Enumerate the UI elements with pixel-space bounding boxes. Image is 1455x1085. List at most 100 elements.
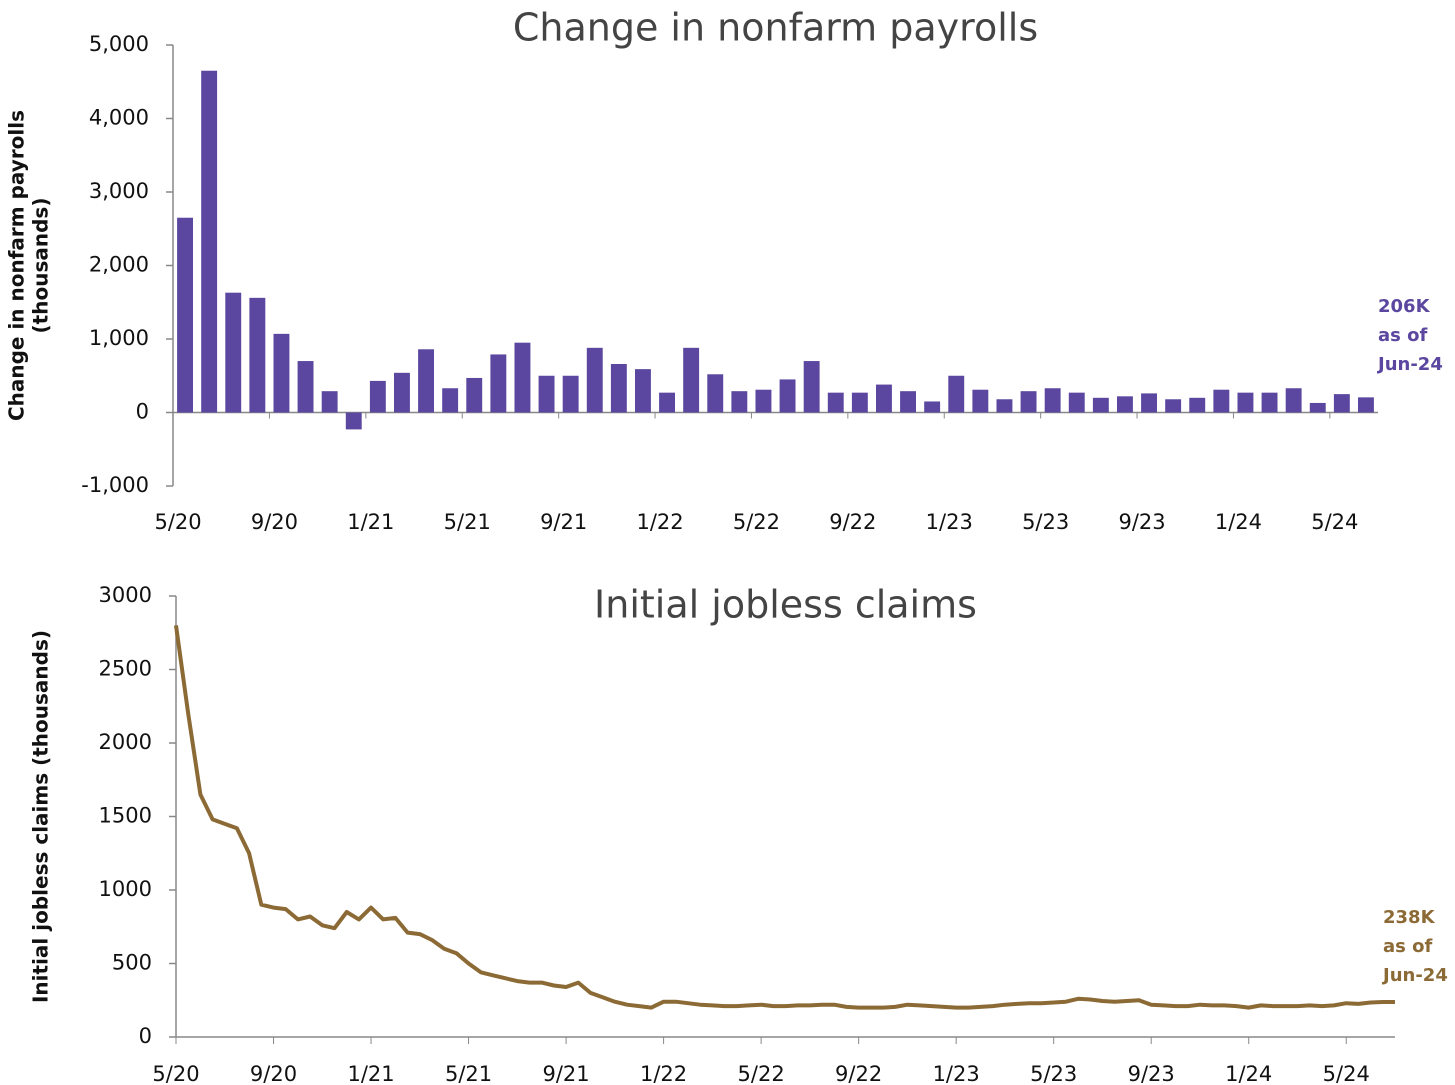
annotation: as of: [1383, 936, 1432, 957]
bar: [707, 374, 724, 413]
x-tick-label: 9/22: [829, 510, 876, 534]
bar: [1044, 388, 1061, 413]
y-tick-label: 2000: [99, 730, 152, 754]
bar: [875, 384, 892, 413]
x-tick-label: 9/23: [1128, 1062, 1175, 1085]
x-tick-label: 9/20: [251, 510, 298, 534]
bar: [466, 377, 483, 413]
x-tick-label: 5/23: [1030, 1062, 1077, 1085]
bar: [393, 372, 410, 413]
bar: [273, 333, 290, 413]
bar: [586, 347, 603, 413]
bar: [297, 361, 314, 413]
bar: [634, 369, 651, 413]
bar: [345, 412, 362, 430]
y-tick-label: 3,000: [89, 179, 149, 203]
bar: [779, 379, 796, 413]
bar: [201, 70, 218, 413]
bar: [1357, 397, 1374, 413]
bar: [1189, 397, 1206, 413]
bar: [442, 388, 459, 413]
x-tick-label: 1/22: [636, 510, 683, 534]
x-tick-label: 5/24: [1323, 1062, 1370, 1085]
bar: [996, 399, 1013, 413]
x-tick-label: 1/24: [1215, 510, 1262, 534]
x-tick-label: 5/24: [1311, 510, 1358, 534]
bar: [321, 391, 338, 413]
y-tick-label: 1000: [99, 877, 152, 901]
bar: [1165, 399, 1182, 413]
x-tick-label: 9/23: [1118, 510, 1165, 534]
bar: [1237, 392, 1254, 413]
y-tick-label: 500: [112, 951, 152, 975]
y-tick-label: 1500: [99, 804, 152, 828]
bar: [225, 292, 242, 413]
y-tick-label: 0: [136, 400, 149, 424]
x-tick-label: 5/22: [733, 510, 780, 534]
bar: [538, 375, 555, 413]
x-tick-label: 1/22: [640, 1062, 687, 1085]
y-tick-label: 5,000: [89, 32, 149, 56]
annotation: 238K: [1383, 907, 1436, 928]
x-tick-label: 1/21: [347, 1062, 394, 1085]
x-tick-label: 5/21: [444, 510, 491, 534]
y-axis-title: (thousands): [29, 198, 53, 334]
bar: [1285, 388, 1302, 413]
y-tick-label: 3000: [99, 583, 152, 607]
x-tick-label: 1/21: [347, 510, 394, 534]
bar: [659, 392, 676, 413]
x-tick-label: 9/21: [540, 510, 587, 534]
x-tick-label: 5/23: [1022, 510, 1069, 534]
x-tick-label: 5/22: [738, 1062, 785, 1085]
line: [174, 625, 1395, 1010]
bar: [1333, 394, 1350, 413]
bar: [490, 354, 507, 413]
bar: [1116, 396, 1133, 413]
annotation: Jun-24: [1381, 965, 1448, 986]
y-axis-title: Initial jobless claims (thousands): [29, 630, 53, 1003]
annotation: Jun-24: [1376, 354, 1443, 375]
annotation: 206K: [1378, 296, 1431, 317]
bar: [827, 392, 844, 413]
bar: [900, 391, 917, 413]
bar: [1309, 402, 1326, 413]
y-tick-label: 1,000: [89, 326, 149, 350]
bar: [1068, 392, 1085, 413]
bar: [369, 380, 386, 413]
x-tick-label: 9/21: [542, 1062, 589, 1085]
x-tick-label: 5/21: [445, 1062, 492, 1085]
bar: [755, 389, 772, 413]
x-tick-label: 9/22: [835, 1062, 882, 1085]
y-tick-label: 2,000: [89, 253, 149, 277]
bar: [731, 391, 748, 413]
chart-title: Change in nonfarm payrolls: [513, 6, 1038, 50]
bar: [249, 297, 266, 413]
bar: [924, 401, 941, 413]
bar: [562, 375, 579, 413]
chart-title: Initial jobless claims: [594, 583, 977, 627]
y-tick-label: 0: [139, 1024, 152, 1048]
bar: [1020, 391, 1037, 413]
annotation: as of: [1378, 325, 1427, 346]
y-tick-label: 4,000: [89, 106, 149, 130]
y-axis-title: Change in nonfarm payrolls: [5, 110, 29, 421]
bar: [1213, 389, 1230, 413]
bar: [683, 347, 700, 413]
bar: [514, 342, 531, 413]
bar: [1261, 392, 1278, 413]
x-tick-label: 1/23: [926, 510, 973, 534]
x-tick-label: 5/20: [152, 1062, 199, 1085]
x-tick-label: 9/20: [250, 1062, 297, 1085]
bar: [851, 392, 868, 413]
bar: [972, 389, 989, 413]
y-tick-label: -1,000: [81, 473, 149, 497]
bar: [610, 363, 627, 413]
bar: [948, 375, 965, 413]
x-tick-label: 1/24: [1225, 1062, 1272, 1085]
bar: [1141, 393, 1158, 413]
bar: [418, 349, 435, 413]
bar: [803, 361, 820, 413]
y-tick-label: 2500: [99, 657, 152, 681]
